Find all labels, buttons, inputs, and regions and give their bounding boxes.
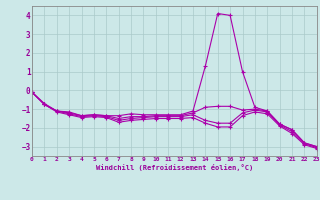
X-axis label: Windchill (Refroidissement éolien,°C): Windchill (Refroidissement éolien,°C): [96, 164, 253, 171]
